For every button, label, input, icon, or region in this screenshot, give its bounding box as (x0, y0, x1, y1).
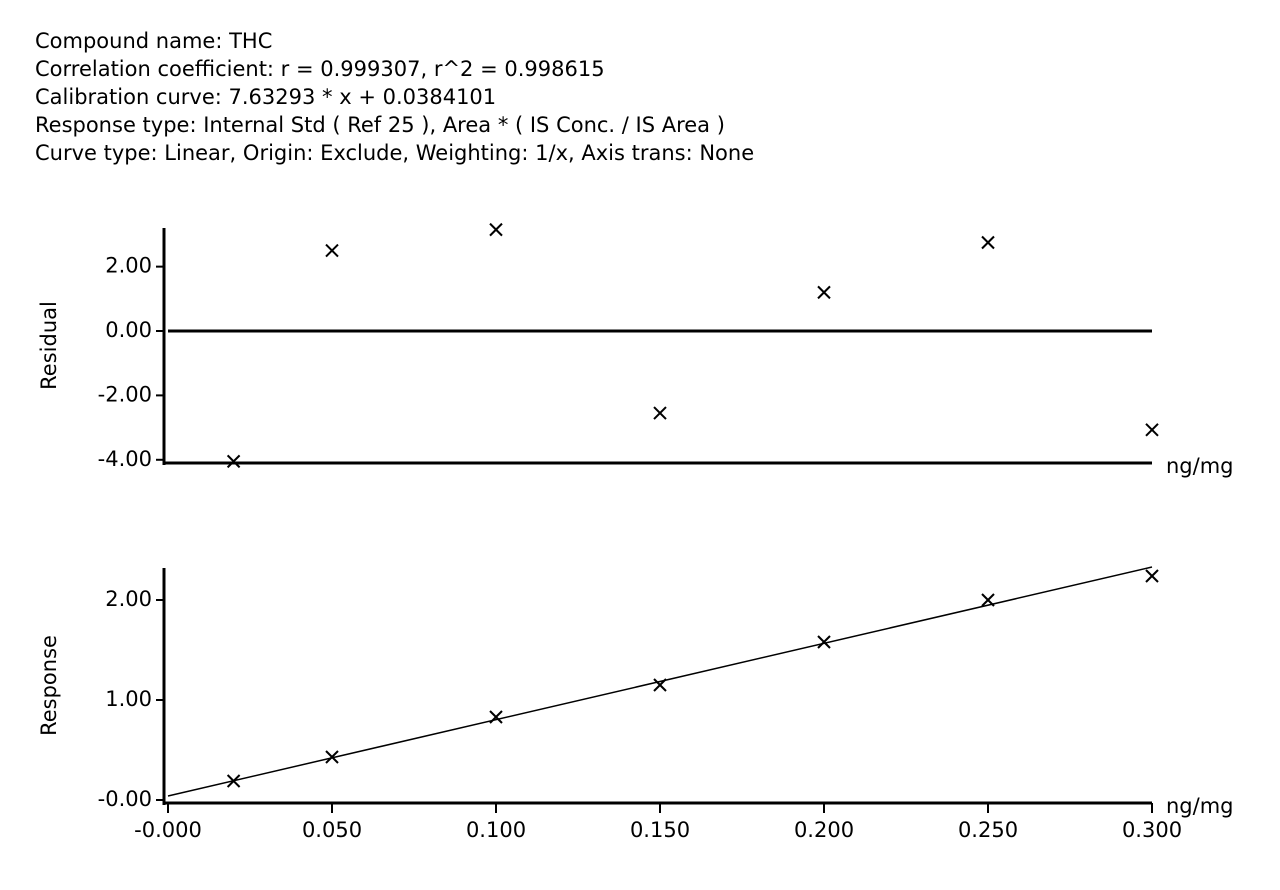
header-line: Calibration curve: 7.63293 * x + 0.03841… (35, 85, 496, 109)
y-tick-label: 2.00 (105, 587, 152, 611)
marker-stroke (325, 243, 339, 258)
marker-stroke (817, 635, 831, 649)
marker-stroke (226, 454, 241, 469)
header-line: Correlation coefficient: r = 0.999307, r… (35, 57, 605, 81)
y-tick-label: -2.00 (98, 382, 152, 406)
data-point (817, 635, 831, 649)
y-axis-label: Response (37, 635, 61, 736)
marker-stroke (489, 222, 503, 237)
x-tick-label: 0.100 (466, 818, 526, 842)
data-point (981, 235, 995, 250)
header-line: Curve type: Linear, Origin: Exclude, Wei… (35, 141, 754, 165)
x-axis-label: ng/mg (1166, 794, 1234, 818)
x-tick-label: -0.000 (134, 818, 202, 842)
x-tick-label: 0.300 (1122, 818, 1182, 842)
x-axis-label: ng/mg (1166, 454, 1234, 478)
y-tick-label: 2.00 (105, 254, 152, 278)
y-tick-label: -4.00 (98, 447, 152, 471)
x-tick-label: 0.150 (630, 818, 690, 842)
marker-stroke (325, 750, 339, 764)
x-tick-label: 0.250 (958, 818, 1018, 842)
y-tick-label: 0.00 (105, 318, 152, 342)
y-axis-label: Residual (37, 301, 61, 390)
data-point (325, 243, 339, 258)
marker-stroke (981, 235, 995, 250)
marker-stroke (653, 406, 667, 420)
marker-stroke (1145, 569, 1159, 583)
y-tick-label: 1.00 (105, 687, 152, 711)
x-tick-label: 0.050 (302, 818, 362, 842)
data-point (489, 222, 503, 237)
data-point (325, 750, 339, 764)
x-tick-label: 0.200 (794, 818, 854, 842)
marker-stroke (981, 593, 995, 607)
data-point (226, 454, 241, 469)
header-line: Compound name: THC (35, 29, 272, 53)
marker-stroke (1145, 423, 1159, 437)
data-point (1145, 569, 1159, 583)
fit-line (167, 566, 1153, 797)
y-tick-label: -0.00 (98, 787, 152, 811)
data-point (1145, 423, 1159, 437)
data-point (817, 285, 831, 300)
header-line: Response type: Internal Std ( Ref 25 ), … (35, 113, 725, 137)
data-point (653, 406, 667, 420)
marker-stroke (817, 285, 831, 300)
